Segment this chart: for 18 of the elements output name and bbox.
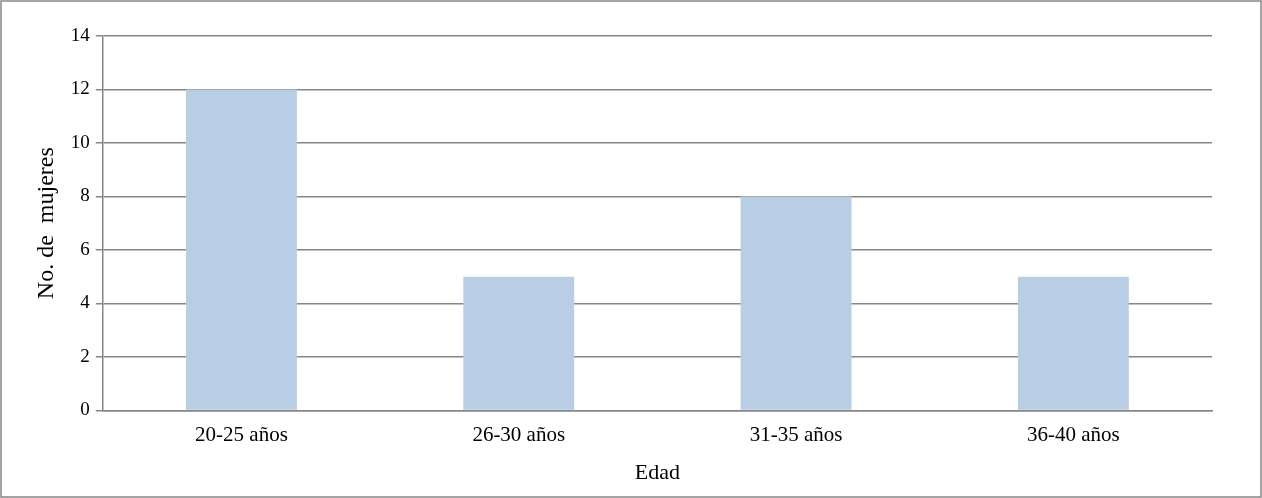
x-tick-label: 36-40 años xyxy=(1026,421,1120,446)
y-tick-label: 0 xyxy=(80,398,90,420)
y-tick-label: 12 xyxy=(70,77,90,99)
y-tick-label: 14 xyxy=(70,23,91,45)
y-axis-title: No. de mujeres xyxy=(31,147,58,300)
y-tick-label: 4 xyxy=(80,291,91,313)
y-tick-label: 8 xyxy=(80,184,90,206)
x-tick-label: 26-30 años xyxy=(472,421,566,446)
x-tick-label: 20-25 años xyxy=(195,421,288,446)
bar xyxy=(1017,276,1129,410)
bar xyxy=(740,196,852,410)
bar xyxy=(463,276,575,410)
y-tick-label: 2 xyxy=(80,344,90,366)
y-tick-label: 10 xyxy=(70,130,90,152)
x-axis-title: Edad xyxy=(634,458,680,484)
y-tick-label: 6 xyxy=(80,237,90,259)
x-tick-label: 31-35 años xyxy=(749,421,843,446)
bar xyxy=(185,89,297,410)
